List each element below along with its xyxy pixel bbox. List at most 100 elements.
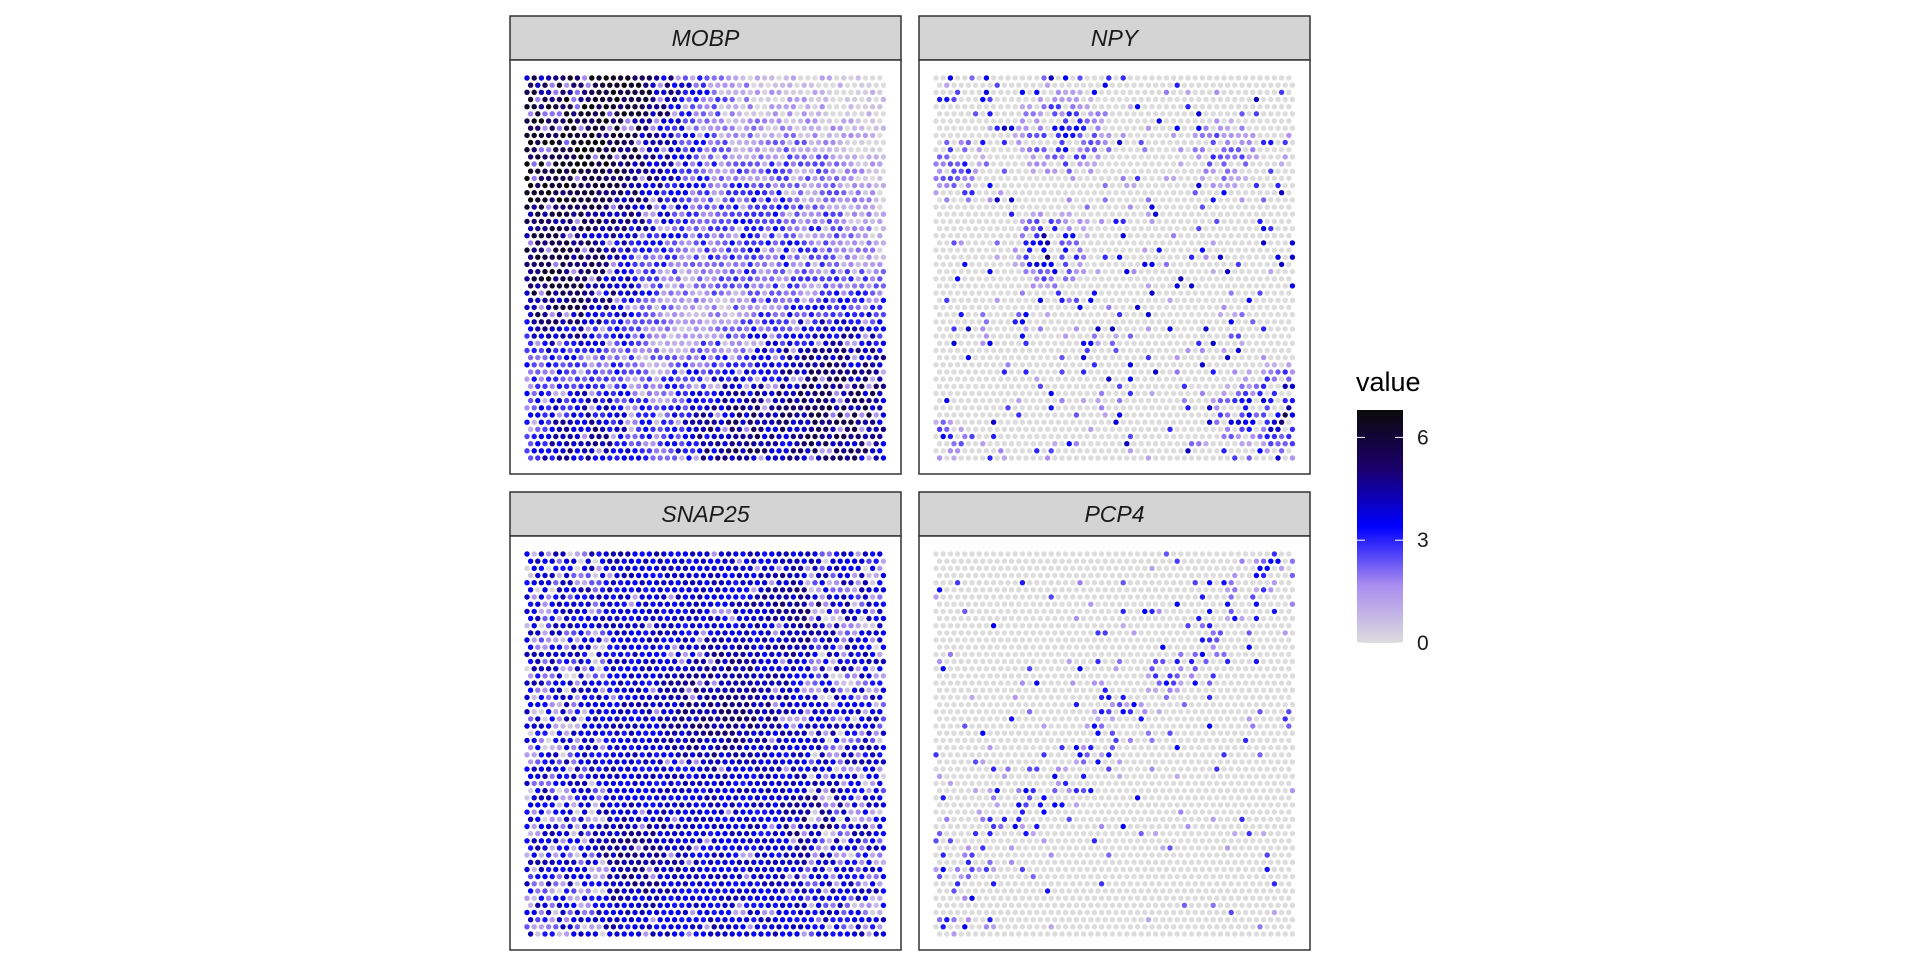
spot (542, 326, 548, 332)
spot (859, 383, 865, 389)
spot (610, 132, 617, 139)
spot (527, 354, 534, 361)
spot (1196, 311, 1202, 318)
spot (1127, 362, 1134, 368)
spot (1142, 75, 1148, 81)
spot (837, 397, 843, 404)
spot (808, 96, 815, 103)
spot (940, 390, 946, 397)
spot (603, 190, 609, 196)
spot (1271, 104, 1278, 110)
spot (1102, 168, 1108, 174)
spot (545, 419, 552, 425)
spot (549, 225, 555, 232)
spot (661, 204, 667, 210)
spot (1041, 276, 1047, 282)
spot (682, 304, 689, 311)
spot (1088, 96, 1094, 103)
spot (1170, 118, 1177, 124)
spot (722, 412, 728, 418)
spot (527, 211, 534, 217)
spot (1023, 168, 1029, 174)
spot (787, 225, 793, 232)
spot (527, 426, 534, 432)
spot (1210, 211, 1216, 217)
spot (585, 340, 591, 346)
spot (790, 304, 797, 311)
spot (707, 441, 714, 447)
spot (524, 433, 530, 440)
spot (581, 247, 588, 253)
spot (826, 218, 833, 225)
spot (1091, 233, 1098, 239)
spot (560, 376, 566, 382)
spot (693, 168, 699, 174)
spot (1246, 168, 1252, 174)
spot (826, 247, 833, 253)
spot (704, 190, 710, 196)
spot (987, 125, 993, 131)
spot (740, 290, 746, 296)
spot (866, 125, 872, 131)
spot (1203, 82, 1209, 88)
spot (1077, 204, 1083, 210)
spot (869, 147, 876, 153)
spot (1188, 168, 1195, 174)
spot (664, 168, 671, 174)
spot (578, 268, 584, 275)
spot (625, 405, 631, 411)
spot (1019, 75, 1026, 81)
spot (815, 254, 822, 260)
spot (855, 104, 861, 110)
spot (596, 161, 602, 167)
spot (682, 233, 689, 239)
spot (1181, 268, 1188, 275)
spot (617, 247, 624, 253)
spot (758, 441, 764, 447)
spot (848, 390, 854, 397)
spot (783, 175, 789, 182)
spot (1203, 354, 1209, 361)
spot (848, 190, 854, 196)
spot (1221, 362, 1227, 368)
spot (783, 390, 789, 397)
spot (617, 333, 624, 339)
spot (535, 441, 541, 447)
spot (761, 261, 768, 268)
spot (1113, 147, 1119, 153)
spot (1142, 290, 1148, 296)
spot (671, 111, 678, 117)
spot (1278, 104, 1285, 110)
spot (987, 197, 993, 203)
spot (1156, 333, 1162, 339)
spot (1217, 168, 1224, 174)
spot (998, 104, 1004, 110)
spot (765, 283, 771, 289)
spot (1034, 190, 1040, 196)
spot (769, 290, 775, 296)
spot (851, 283, 858, 289)
spot (761, 175, 768, 182)
spot (808, 82, 815, 88)
spot (1192, 204, 1198, 210)
spot (725, 132, 732, 139)
spot (560, 448, 566, 454)
spot (617, 132, 624, 139)
spot (1228, 347, 1234, 354)
spot (697, 319, 703, 325)
spot (994, 197, 1000, 203)
spot (851, 326, 858, 332)
spot (1077, 118, 1083, 124)
spot (1052, 326, 1058, 332)
spot (754, 276, 761, 282)
spot (855, 190, 861, 196)
spot (779, 441, 786, 447)
spot (1016, 168, 1022, 174)
spot (790, 390, 797, 397)
spot (962, 276, 968, 282)
spot (1210, 340, 1216, 346)
spot (711, 433, 717, 440)
spot (980, 154, 986, 160)
spot (524, 175, 530, 182)
spot (693, 111, 699, 117)
